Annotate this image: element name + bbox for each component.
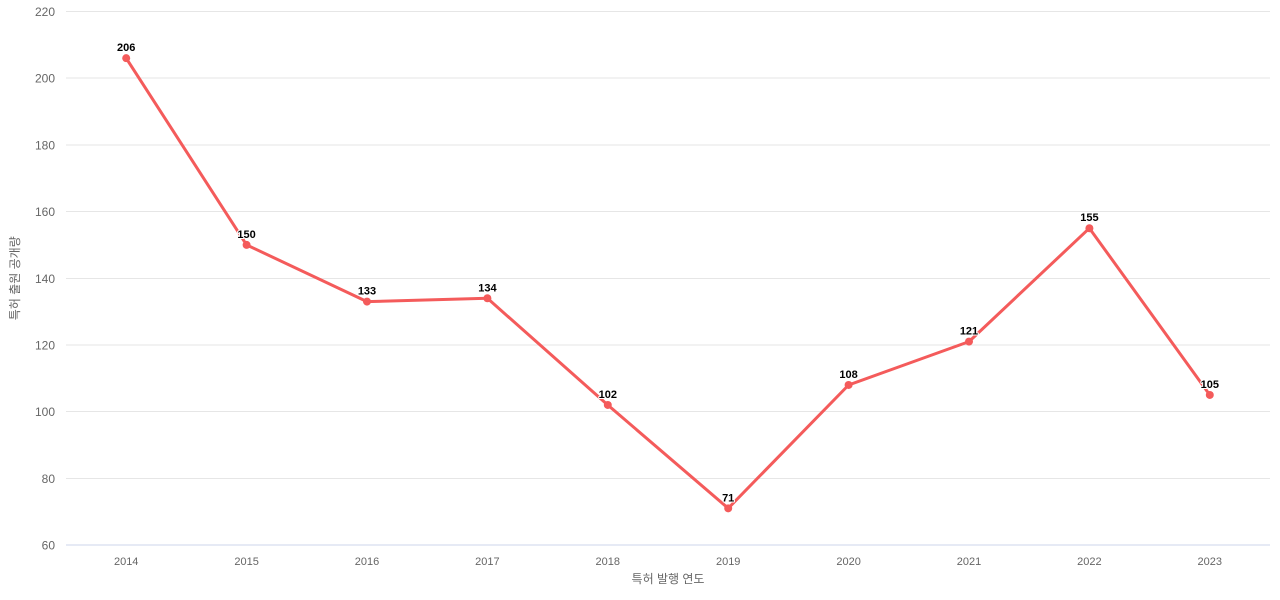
y-axis-tick-labels: 60 80 100 120 140 160 180 200 220 <box>35 5 55 553</box>
data-label: 121 <box>960 326 978 338</box>
data-label: 150 <box>237 229 255 241</box>
x-tick-label: 2021 <box>957 556 981 568</box>
x-tick-label: 2019 <box>716 556 740 568</box>
data-label: 102 <box>599 389 617 401</box>
y-tick-label: 100 <box>35 405 55 419</box>
y-tick-label: 180 <box>35 138 55 152</box>
x-tick-label: 2023 <box>1198 556 1222 568</box>
series-points <box>122 54 1214 513</box>
y-tick-label: 220 <box>35 5 55 19</box>
data-point[interactable] <box>724 504 733 513</box>
y-tick-label: 60 <box>42 539 56 553</box>
data-point[interactable] <box>1085 224 1094 233</box>
x-tick-label: 2022 <box>1077 556 1101 568</box>
data-point[interactable] <box>483 294 492 303</box>
x-tick-label: 2018 <box>596 556 620 568</box>
y-tick-label: 140 <box>35 272 55 286</box>
x-tick-label: 2016 <box>355 556 379 568</box>
y-tick-label: 200 <box>35 72 55 86</box>
data-point[interactable] <box>242 240 251 249</box>
y-tick-label: 160 <box>35 205 55 219</box>
x-tick-label: 2020 <box>836 556 860 568</box>
data-point[interactable] <box>363 297 371 306</box>
data-label: 155 <box>1080 212 1098 224</box>
y-axis-title: 특허 출원 공개량 <box>8 236 22 320</box>
data-point[interactable] <box>844 380 853 389</box>
data-label: 206 <box>117 42 135 54</box>
data-label: 134 <box>478 282 497 294</box>
y-tick-label: 80 <box>42 472 56 486</box>
data-label: 133 <box>358 286 376 298</box>
x-axis-title: 특허 발행 연도 <box>632 571 705 586</box>
data-point[interactable] <box>1205 390 1214 399</box>
data-label: 105 <box>1201 379 1219 391</box>
data-label: 71 <box>722 492 734 504</box>
data-label: 108 <box>839 369 857 381</box>
gridlines <box>66 11 1270 546</box>
series-line <box>124 56 1212 510</box>
data-point[interactable] <box>603 400 612 409</box>
data-point[interactable] <box>122 54 131 63</box>
y-tick-label: 120 <box>35 338 55 352</box>
x-tick-label: 2015 <box>234 556 258 568</box>
data-point[interactable] <box>965 337 973 346</box>
x-tick-label: 2017 <box>475 556 499 568</box>
x-axis-tick-labels: 2014 2015 2016 2017 2018 2019 2020 2021 2022 2023 <box>114 556 1222 568</box>
data-labels: 206 150 133 134 102 71 108 121 155 105 <box>116 41 1220 505</box>
x-tick-label: 2014 <box>114 556 138 568</box>
